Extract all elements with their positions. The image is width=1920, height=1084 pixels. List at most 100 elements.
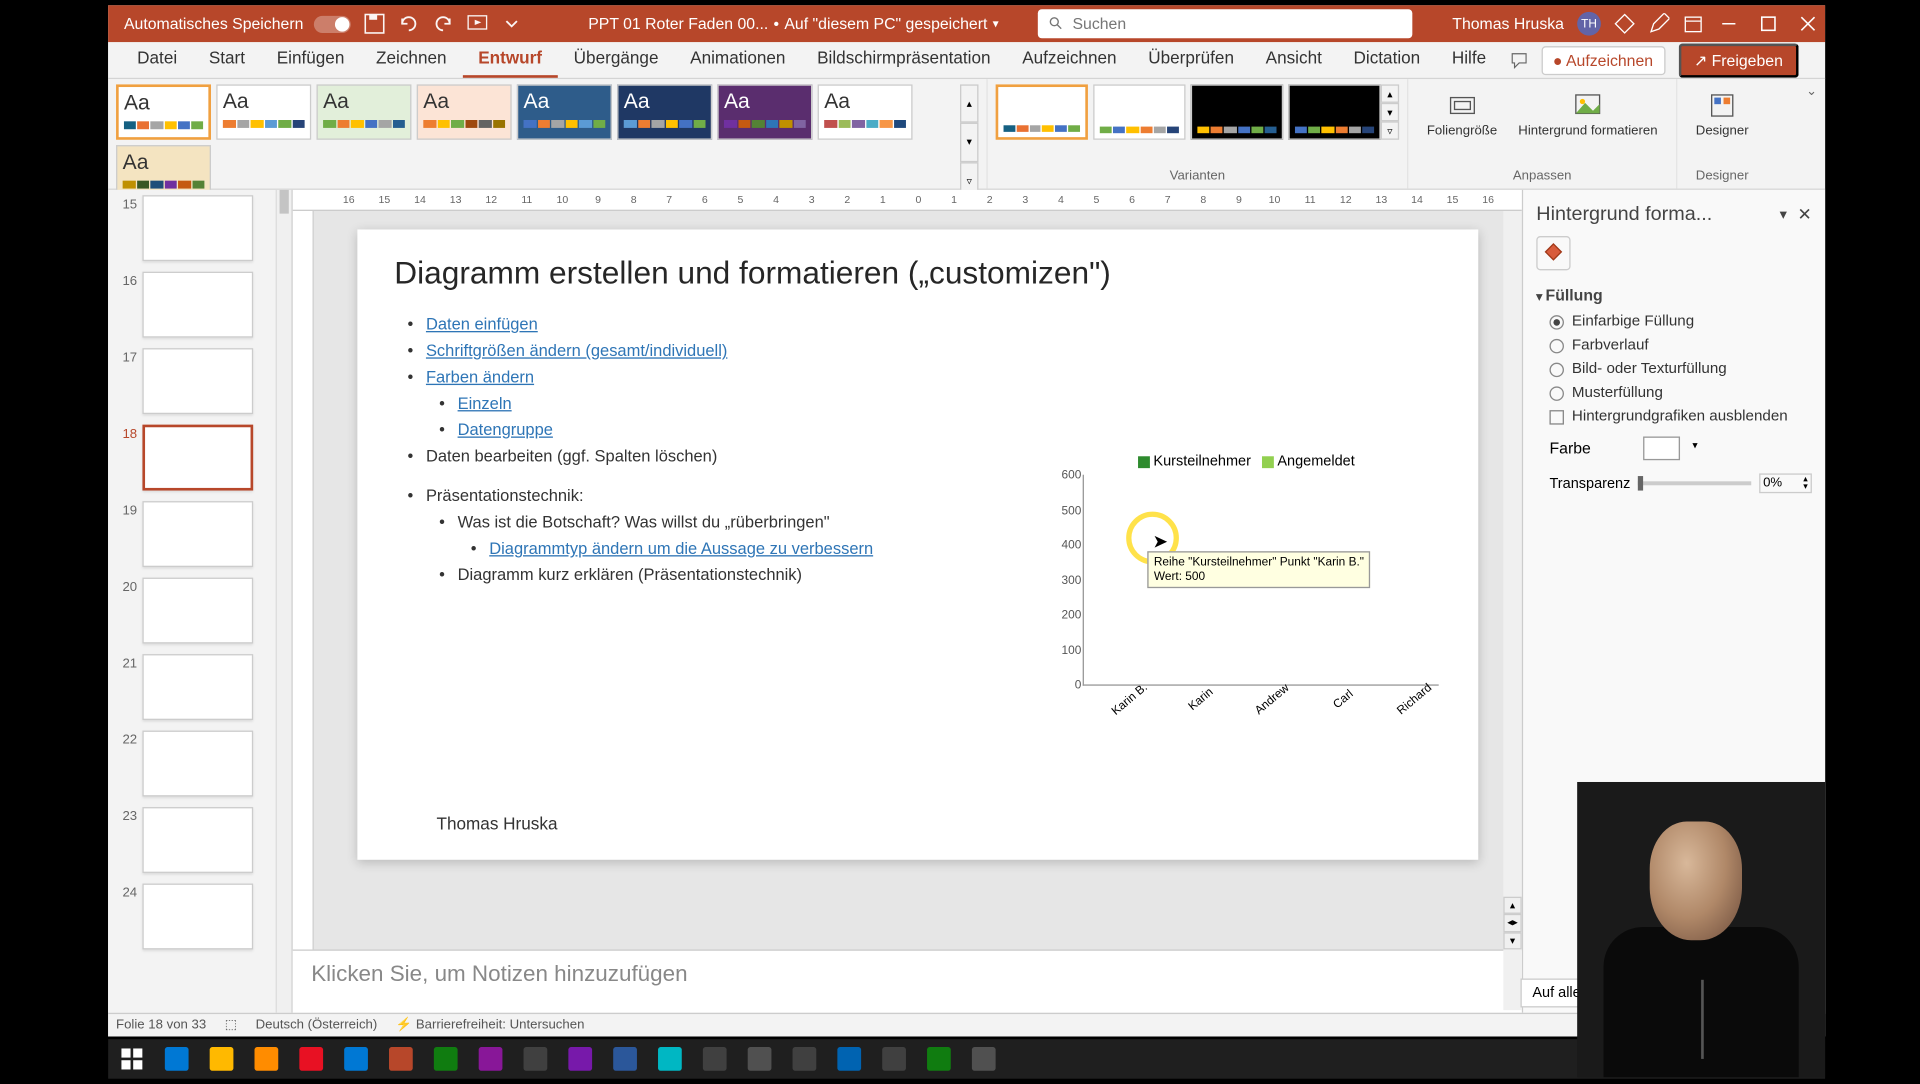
windows-taskbar[interactable]: ☀ 1°C ^ ☁ ▬ ▭ — [108, 1039, 1825, 1079]
theme-thumbnail[interactable]: Aa — [517, 84, 612, 139]
variants-scroll[interactable]: ▴▾▿ — [1381, 84, 1399, 139]
taskbar-app-icon[interactable] — [876, 1043, 913, 1075]
ribbon-tab-übergänge[interactable]: Übergänge — [558, 40, 674, 78]
ribbon-collapse-icon[interactable]: ⌄ — [1798, 79, 1825, 188]
document-title-area[interactable]: PPT 01 Roter Faden 00... • Auf "diesem P… — [588, 15, 998, 33]
ribbon-tab-überprüfen[interactable]: Überprüfen — [1132, 40, 1249, 78]
theme-thumbnail[interactable]: Aa — [617, 84, 712, 139]
fill-category-icon[interactable] — [1536, 236, 1570, 270]
undo-icon[interactable] — [398, 13, 419, 34]
solid-fill-option[interactable]: Einfarbige Füllung — [1536, 310, 1812, 334]
designer-button[interactable]: Designer — [1685, 84, 1759, 143]
ribbon-tab-start[interactable]: Start — [193, 40, 261, 78]
slide-thumbnail[interactable]: 18 — [108, 419, 291, 495]
taskbar-app-icon[interactable] — [203, 1043, 240, 1075]
color-picker-row[interactable]: Farbe — [1536, 429, 1812, 469]
taskbar-app-icon[interactable] — [920, 1043, 957, 1075]
variant-thumbnail[interactable] — [1191, 84, 1283, 139]
ribbon-tab-zeichnen[interactable]: Zeichnen — [360, 40, 462, 78]
pen-icon[interactable] — [1648, 13, 1669, 34]
ribbon-tab-einfügen[interactable]: Einfügen — [261, 40, 360, 78]
slide-thumbnail[interactable]: 23 — [108, 802, 291, 878]
minimize-button[interactable] — [1720, 15, 1738, 33]
taskbar-app-icon[interactable] — [607, 1043, 644, 1075]
taskbar-app-icon[interactable] — [293, 1043, 330, 1075]
theme-thumbnail[interactable]: Aa — [116, 84, 211, 139]
hide-bg-graphics-option[interactable]: Hintergrundgrafiken ausblenden — [1536, 405, 1812, 429]
taskbar-app-icon[interactable] — [382, 1043, 419, 1075]
language-indicator[interactable]: Deutsch (Österreich) — [256, 1018, 378, 1033]
variants-gallery[interactable] — [996, 84, 1381, 139]
slide-thumbnail[interactable]: 17 — [108, 343, 291, 419]
more-icon[interactable] — [501, 13, 522, 34]
collapse-pane-icon[interactable]: ▾ — [1780, 206, 1787, 223]
picture-fill-option[interactable]: Bild- oder Texturfüllung — [1536, 357, 1812, 381]
slide-thumbnails-pane[interactable]: 15161718192021222324 — [108, 190, 293, 1013]
notes-scrollbar[interactable] — [1503, 949, 1521, 1010]
theme-thumbnail[interactable]: Aa — [216, 84, 311, 139]
taskbar-app-icon[interactable] — [158, 1043, 195, 1075]
slide-thumbnail[interactable]: 21 — [108, 649, 291, 725]
taskbar-app-icon[interactable] — [248, 1043, 285, 1075]
taskbar-app-icon[interactable] — [786, 1043, 823, 1075]
variant-thumbnail[interactable] — [996, 84, 1088, 139]
taskbar-app-icon[interactable] — [651, 1043, 688, 1075]
canvas-scrollbar-v[interactable]: ▴◂▸▾ — [1503, 211, 1521, 949]
themes-gallery[interactable]: AaAaAaAaAaAaAaAaAa — [116, 84, 960, 200]
format-background-button[interactable]: Hintergrund formatieren — [1508, 84, 1668, 143]
save-icon[interactable] — [364, 13, 385, 34]
share-button[interactable]: ↗ Freigeben — [1678, 44, 1799, 78]
bar-chart[interactable]: KursteilnehmerAngemeldet 010020030040050… — [1043, 454, 1439, 757]
slide-thumbnail[interactable]: 19 — [108, 496, 291, 572]
taskbar-app-icon[interactable] — [472, 1043, 509, 1075]
fill-section-header[interactable]: Füllung — [1536, 281, 1812, 310]
slide-thumbnail[interactable]: 16 — [108, 266, 291, 342]
close-pane-icon[interactable]: ✕ — [1798, 204, 1812, 225]
variant-thumbnail[interactable] — [1093, 84, 1185, 139]
slide-thumbnail[interactable]: 20 — [108, 572, 291, 648]
diamond-icon[interactable] — [1614, 13, 1635, 34]
gradient-fill-option[interactable]: Farbverlauf — [1536, 334, 1812, 358]
redo-icon[interactable] — [433, 13, 454, 34]
slide-title[interactable]: Diagramm erstellen und formatieren („cus… — [394, 256, 1441, 293]
slide[interactable]: Diagramm erstellen und formatieren („cus… — [357, 229, 1478, 859]
slide-thumbnail[interactable]: 24 — [108, 878, 291, 954]
ribbon-tab-hilfe[interactable]: Hilfe — [1436, 40, 1502, 78]
slide-counter[interactable]: Folie 18 von 33 — [116, 1018, 206, 1033]
slide-size-button[interactable]: Foliengröße — [1416, 84, 1507, 143]
notes-pane[interactable]: Klicken Sie, um Notizen hinzuzufügen — [293, 949, 1522, 1012]
comments-icon[interactable] — [1509, 51, 1527, 69]
transparency-spinner[interactable]: 0%▴▾ — [1759, 473, 1812, 493]
close-button[interactable] — [1799, 15, 1817, 33]
calendar-icon[interactable] — [1683, 13, 1704, 34]
ribbon-tab-animationen[interactable]: Animationen — [674, 40, 801, 78]
taskbar-app-icon[interactable] — [696, 1043, 733, 1075]
transparency-row[interactable]: Transparenz 0%▴▾ — [1536, 468, 1812, 499]
slide-canvas-area[interactable]: Diagramm erstellen und formatieren („cus… — [314, 211, 1522, 949]
theme-thumbnail[interactable]: Aa — [417, 84, 512, 139]
thumbs-scrollbar[interactable] — [276, 190, 292, 1013]
taskbar-app-icon[interactable] — [517, 1043, 554, 1075]
theme-thumbnail[interactable]: Aa — [717, 84, 812, 139]
start-button[interactable] — [113, 1043, 150, 1075]
ribbon-tab-entwurf[interactable]: Entwurf — [462, 40, 557, 78]
ribbon-tab-ansicht[interactable]: Ansicht — [1250, 40, 1338, 78]
taskbar-app-icon[interactable] — [741, 1043, 778, 1075]
autosave-toggle[interactable] — [314, 15, 351, 32]
slide-thumbnail[interactable]: 15 — [108, 190, 291, 266]
slide-thumbnail[interactable]: 22 — [108, 725, 291, 801]
variant-thumbnail[interactable] — [1288, 84, 1380, 139]
record-button[interactable]: ● Aufzeichnen — [1541, 46, 1665, 75]
color-swatch[interactable] — [1644, 436, 1681, 460]
ribbon-tab-dictation[interactable]: Dictation — [1338, 40, 1436, 78]
theme-thumbnail[interactable]: Aa — [818, 84, 913, 139]
ribbon-tab-datei[interactable]: Datei — [121, 40, 193, 78]
taskbar-app-icon[interactable] — [965, 1043, 1002, 1075]
taskbar-app-icon[interactable] — [831, 1043, 868, 1075]
accessibility-checker[interactable]: ⚡ Barrierefreiheit: Untersuchen — [396, 1018, 585, 1033]
slideshow-icon[interactable] — [467, 13, 488, 34]
ribbon-tab-bildschirmpräsentation[interactable]: Bildschirmpräsentation — [801, 40, 1006, 78]
pattern-fill-option[interactable]: Musterfüllung — [1536, 381, 1812, 405]
taskbar-app-icon[interactable] — [562, 1043, 599, 1075]
transparency-slider[interactable] — [1638, 481, 1751, 485]
